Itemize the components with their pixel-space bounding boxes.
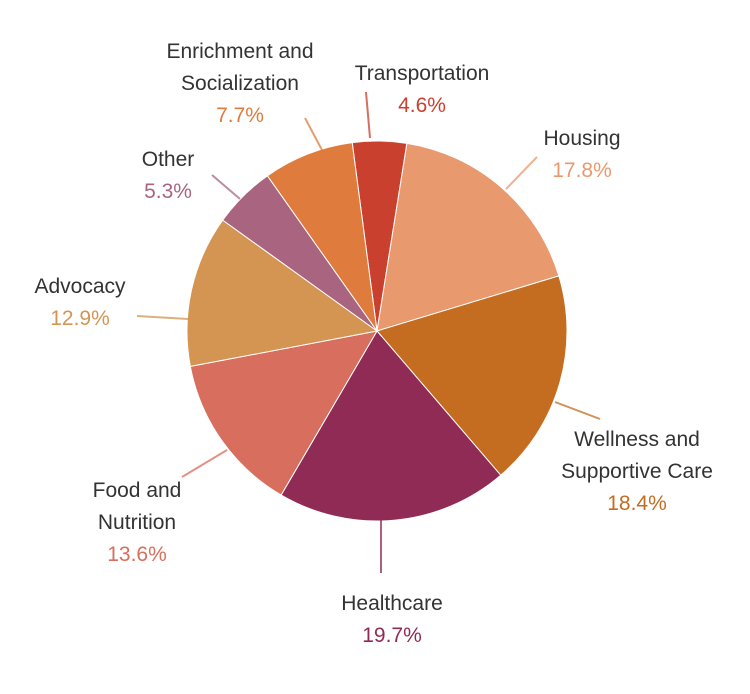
- slice-label: Food and: [93, 479, 182, 502]
- slice-value-label: 5.3%: [144, 180, 192, 203]
- slice-labels: Transportation 4.6% Housing 17.8% Wellness a…: [34, 40, 712, 647]
- slice-value-label: 13.6%: [107, 543, 167, 566]
- slice-label: Nutrition: [98, 511, 176, 534]
- leader-line: [365, 91, 371, 139]
- leader-line: [505, 156, 538, 190]
- slice-label: Other: [142, 148, 195, 171]
- leader-line: [554, 401, 601, 420]
- leader-lines: [136, 91, 601, 573]
- leader-line: [304, 117, 323, 151]
- slice-value-label: 17.8%: [552, 159, 612, 182]
- pie-slice-food-and-nutrition: [189, 330, 378, 496]
- slice-value-label: 7.7%: [216, 104, 264, 127]
- slice-label: Housing: [543, 127, 620, 150]
- slice-label: Enrichment and: [166, 40, 313, 63]
- slice-value-label: 4.6%: [398, 94, 446, 117]
- slice-label: Socialization: [181, 72, 299, 95]
- slice-label: Transportation: [355, 62, 490, 85]
- slice-label: Wellness and: [574, 428, 700, 451]
- slice-value-label: 18.4%: [607, 492, 667, 515]
- pie-slice-wellness-and-supportive-care: [376, 275, 568, 476]
- slice-label: Supportive Care: [561, 460, 713, 483]
- slice-value-label: 12.9%: [50, 307, 110, 330]
- pie-slice-housing: [376, 142, 560, 332]
- pie-slices: [186, 140, 568, 522]
- slice-label: Advocacy: [34, 275, 126, 298]
- pie-slice-healthcare: [280, 330, 502, 522]
- slice-value-label: 19.7%: [362, 624, 422, 647]
- pie-slice-enrichment-and-socialization: [266, 142, 378, 332]
- pie-slice-advocacy: [186, 219, 379, 367]
- leader-line: [181, 449, 228, 478]
- leader-line: [211, 174, 241, 200]
- slice-label: Healthcare: [341, 592, 443, 615]
- leader-line: [136, 315, 189, 320]
